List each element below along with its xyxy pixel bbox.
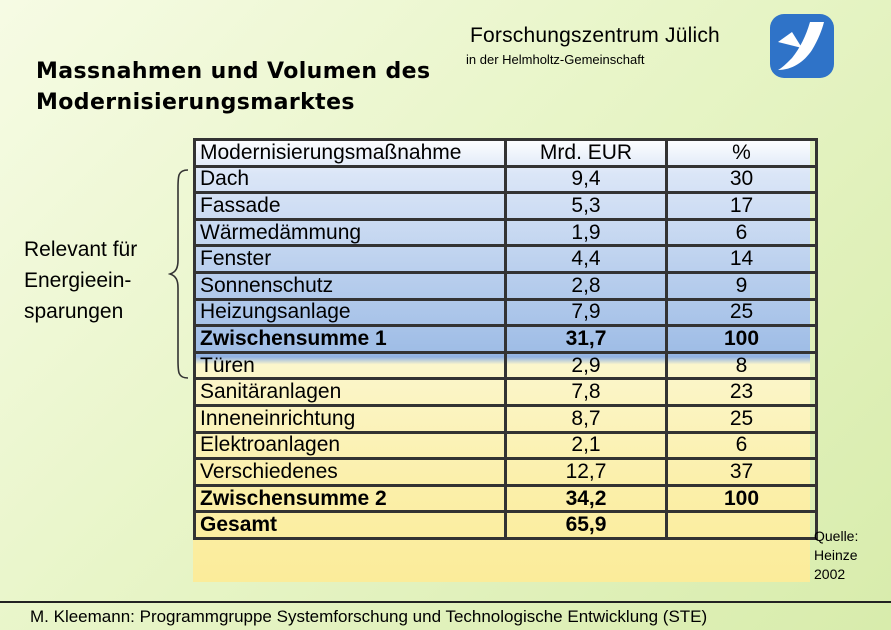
footer-text: M. Kleemann: Programmgruppe Systemforsch…: [30, 607, 708, 626]
cell-percent: 37: [665, 457, 818, 487]
table-row: Türen 2,9 8: [193, 350, 818, 381]
cell-billion-eur: 12,7: [504, 457, 668, 487]
table-row: Dach 9,4 30: [193, 164, 818, 195]
table-row: Zwischensumme 2 34,2 100: [193, 483, 818, 514]
cell-percent: 23: [665, 377, 818, 407]
energy-relevance-label-line3: sparungen: [24, 300, 124, 323]
cell-percent: 100: [665, 324, 818, 354]
table-row: Fassade 5,3 17: [193, 191, 818, 221]
slide-title-line2: Modernisierungsmarktes: [36, 90, 355, 115]
cell-percent: 30: [665, 164, 818, 195]
cell-percent: [665, 510, 818, 540]
organization-name: Forschungszentrum Jülich: [470, 24, 720, 47]
table-row: Gesamt 65,9: [193, 510, 818, 540]
table-row: Inneneinrichtung 8,7 25: [193, 403, 818, 434]
table-row: Sanitäranlagen 7,8 23: [193, 377, 818, 407]
source-note-line1: Quelle:: [814, 528, 859, 544]
cell-billion-eur: 9,4: [504, 164, 668, 195]
column-header-percent: %: [665, 138, 818, 168]
cell-measure: Verschiedenes: [193, 457, 507, 487]
modernization-table: Modernisierungsmaßnahme Mrd. EUR % Dach 9…: [193, 138, 818, 540]
slide-title-line1: Massnahmen und Volumen des: [36, 59, 431, 84]
cell-percent: 6: [665, 430, 818, 461]
cell-billion-eur: 1,9: [504, 217, 668, 248]
cell-billion-eur: 2,9: [504, 350, 668, 381]
column-header-billion-eur: Mrd. EUR: [504, 138, 668, 168]
fz-juelich-logo-icon: [770, 14, 834, 78]
curly-brace-icon: [168, 169, 189, 379]
slide-title: Massnahmen und Volumen des Modernisierun…: [36, 56, 536, 118]
table-row: Heizungsanlage 7,9 25: [193, 297, 818, 328]
energy-relevance-label: Relevant für Energieein- sparungen: [24, 234, 184, 327]
cell-billion-eur: 34,2: [504, 483, 668, 514]
cell-measure: Heizungsanlage: [193, 297, 507, 328]
table-row: Wärmedämmung 1,9 6: [193, 217, 818, 248]
cell-billion-eur: 2,1: [504, 430, 668, 461]
source-note-line3: 2002: [814, 566, 846, 582]
cell-billion-eur: 7,8: [504, 377, 668, 407]
source-note-line2: Heinze: [814, 547, 858, 563]
table-row: Verschiedenes 12,7 37: [193, 457, 818, 487]
table-row: Elektroanlagen 2,1 6: [193, 430, 818, 461]
cell-measure: Dach: [193, 164, 507, 195]
organization-subtitle: in der Helmholtz-Gemeinschaft: [466, 52, 645, 67]
cell-billion-eur: 65,9: [504, 510, 668, 540]
column-header-measure: Modernisierungsmaßnahme: [193, 138, 507, 168]
table-row: Zwischensumme 1 31,7 100: [193, 324, 818, 354]
cell-percent: 100: [665, 483, 818, 514]
energy-relevance-label-line1: Relevant für: [24, 238, 138, 261]
cell-billion-eur: 4,4: [504, 244, 668, 274]
energy-relevance-label-line2: Energieein-: [24, 269, 132, 292]
cell-measure: Sonnenschutz: [193, 270, 507, 301]
cell-percent: 25: [665, 403, 818, 434]
cell-measure: Fenster: [193, 244, 507, 274]
cell-measure: Zwischensumme 2: [193, 483, 507, 514]
cell-billion-eur: 31,7: [504, 324, 668, 354]
footer-divider: [0, 601, 891, 603]
cell-measure: Sanitäranlagen: [193, 377, 507, 407]
cell-measure: Zwischensumme 1: [193, 324, 507, 354]
cell-percent: 14: [665, 244, 818, 274]
cell-percent: 8: [665, 350, 818, 381]
cell-measure: Inneneinrichtung: [193, 403, 507, 434]
table-row: Sonnenschutz 2,8 9: [193, 270, 818, 301]
table-header-row: Modernisierungsmaßnahme Mrd. EUR %: [193, 138, 818, 168]
cell-measure: Fassade: [193, 191, 507, 221]
cell-billion-eur: 8,7: [504, 403, 668, 434]
source-note: Quelle: Heinze 2002: [814, 527, 884, 584]
table-row: Fenster 4,4 14: [193, 244, 818, 274]
cell-measure: Gesamt: [193, 510, 507, 540]
cell-billion-eur: 7,9: [504, 297, 668, 328]
cell-percent: 17: [665, 191, 818, 221]
cell-percent: 6: [665, 217, 818, 248]
cell-billion-eur: 2,8: [504, 270, 668, 301]
cell-percent: 25: [665, 297, 818, 328]
cell-billion-eur: 5,3: [504, 191, 668, 221]
cell-measure: Wärmedämmung: [193, 217, 507, 248]
cell-percent: 9: [665, 270, 818, 301]
cell-measure: Elektroanlagen: [193, 430, 507, 461]
cell-measure: Türen: [193, 350, 507, 381]
